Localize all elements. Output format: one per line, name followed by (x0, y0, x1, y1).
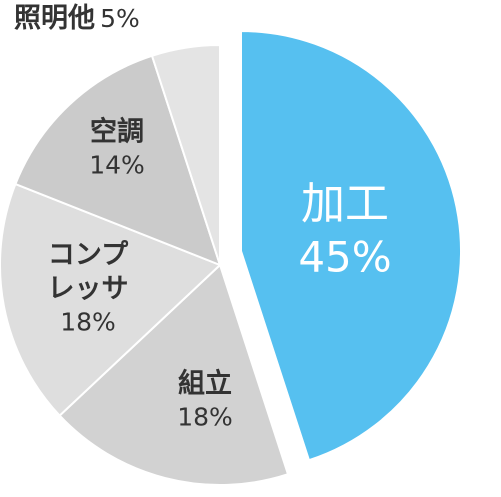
pie-slice (58, 263, 290, 486)
slice-label: 組立 18% (177, 368, 233, 433)
pie-slice (0, 182, 222, 418)
value-label: 18% (177, 402, 233, 432)
slice-label: 空調 14% (89, 116, 145, 181)
slice-label: 加工 45% (298, 176, 391, 284)
value-label: 5% (100, 4, 140, 33)
pie-slice (150, 43, 221, 266)
category-label: 照明他 (14, 3, 95, 34)
slice-label: 照明他 5% (14, 2, 140, 36)
category-label: コンプレッサ (47, 239, 129, 305)
category-label: 組立 (177, 368, 232, 400)
value-label: 45% (298, 232, 392, 282)
value-label: 14% (89, 150, 145, 180)
slice-label: コンプレッサ 18% (47, 239, 129, 338)
category-label: 加工 (300, 178, 389, 230)
pie-slice (240, 29, 462, 462)
value-label: 18% (60, 307, 116, 337)
category-label: 空調 (89, 116, 144, 148)
